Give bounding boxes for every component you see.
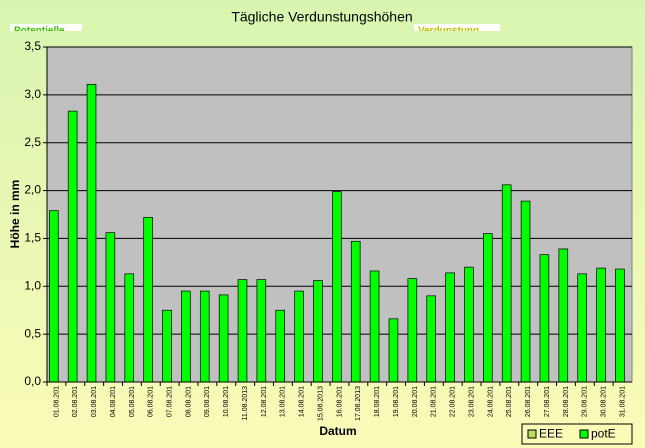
annotation: Potentielle <box>14 26 65 37</box>
x-tick-label: 21.08.201 <box>431 386 438 417</box>
bar <box>199 290 210 383</box>
bar <box>615 268 625 383</box>
x-tick-label: 07.08.201 <box>167 386 174 417</box>
x-tick-label: 12.08.201 <box>261 386 268 417</box>
x-tick-label: 26.08.201 <box>525 386 532 417</box>
x-tick-label: 18.08.201 <box>374 386 381 417</box>
x-tick-label: 28.08.201 <box>563 386 570 417</box>
y-tick-label: 2,0 <box>24 183 41 197</box>
bar <box>124 273 135 383</box>
chart-title: Tägliche Verdunstungshöhen <box>231 9 412 25</box>
x-axis-label: Datum <box>319 424 356 438</box>
bar <box>464 266 474 383</box>
bar <box>218 294 229 383</box>
bar <box>275 309 286 383</box>
annotation-box <box>10 24 82 31</box>
x-tick-label: 22.08.201 <box>450 386 457 417</box>
y-tick-label: 0,0 <box>24 374 41 388</box>
x-tick-label: 24.08.201 <box>487 386 494 417</box>
x-tick-label: 27.08.201 <box>544 386 551 417</box>
bar <box>162 309 172 383</box>
x-tick-label: 17.08.2013 <box>355 386 362 421</box>
legend-swatch <box>527 429 537 439</box>
y-tick-label: 2,5 <box>24 135 41 149</box>
x-tick-label: 11.08.2013 <box>242 386 249 421</box>
legend-label: EEE <box>539 427 563 441</box>
bar <box>407 278 418 383</box>
x-tick-label: 02.08.201 <box>72 386 79 417</box>
x-tick-label: 30.08.201 <box>601 386 608 417</box>
bar <box>445 272 455 383</box>
legend-swatch <box>579 429 589 439</box>
bar <box>501 184 512 383</box>
x-tick-label: 04.08.201 <box>110 386 117 417</box>
bar <box>143 217 153 383</box>
bar <box>256 279 267 383</box>
annotation: Verdunstung <box>418 26 479 37</box>
bar <box>577 273 587 383</box>
x-tick-label: 06.08.201 <box>148 386 155 417</box>
legend <box>521 423 633 445</box>
bar <box>181 290 191 383</box>
x-tick-label: 10.08.201 <box>223 386 230 417</box>
legend-label: potE <box>591 427 616 441</box>
bar <box>294 290 304 383</box>
x-tick-label: 31.08.201 <box>619 386 626 417</box>
bar <box>350 240 361 383</box>
x-tick-label: 08.08.201 <box>185 386 192 417</box>
y-tick-label: 1,0 <box>24 278 41 292</box>
x-tick-label: 16.08.201 <box>336 386 343 417</box>
bar <box>388 318 399 383</box>
bar <box>483 233 493 383</box>
bar <box>86 83 97 383</box>
bar <box>48 210 59 383</box>
x-tick-label: 23.08.201 <box>468 386 475 417</box>
annotation-box <box>414 24 500 31</box>
x-tick-label: 20.08.201 <box>412 386 419 417</box>
bar <box>596 267 606 383</box>
x-tick-label: 19.08.201 <box>393 386 400 417</box>
bar <box>520 200 531 383</box>
y-tick-label: 3,0 <box>24 87 41 101</box>
x-tick-label: 13.08.201 <box>280 386 287 417</box>
bar <box>313 280 323 383</box>
x-tick-label: 09.08.201 <box>204 386 211 417</box>
bar <box>237 279 248 383</box>
bar <box>105 232 116 383</box>
bar <box>369 270 380 383</box>
x-tick-label: 05.08.201 <box>129 386 136 417</box>
x-tick-label: 03.08.201 <box>91 386 98 417</box>
x-tick-label: 01.08.201 <box>53 386 60 417</box>
x-tick-label: 14.08.201 <box>299 386 306 417</box>
bar <box>426 295 436 383</box>
y-tick-label: 3,5 <box>24 39 41 53</box>
bar <box>67 110 78 383</box>
x-tick-label: 15.08.2013 <box>317 386 324 421</box>
x-tick-label: 29.08.201 <box>582 386 589 417</box>
y-tick-label: 1,5 <box>24 231 41 245</box>
y-axis-label: Höhe in mm <box>8 180 22 249</box>
bar <box>558 248 569 383</box>
x-tick-label: 25.08.201 <box>506 386 513 417</box>
bar <box>332 191 342 383</box>
bar <box>539 254 550 383</box>
y-tick-label: 0,5 <box>24 326 41 340</box>
